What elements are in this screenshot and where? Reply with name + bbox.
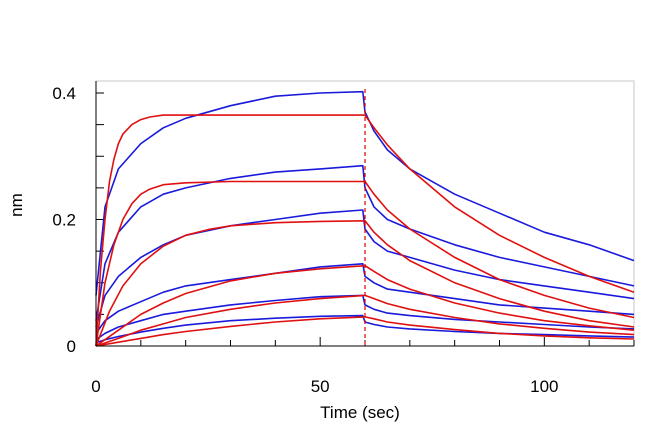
x-tick-label: 0 xyxy=(91,377,100,396)
x-axis-label: Time (sec) xyxy=(320,403,400,422)
y-tick-labels: 0 0.2 0.4 xyxy=(52,84,76,356)
x-tick-label: 100 xyxy=(530,377,558,396)
x-tick-labels: 0 50 100 xyxy=(91,377,558,396)
measured-curve-3 xyxy=(95,263,635,334)
y-tick-label: 0.2 xyxy=(52,211,76,230)
y-tick-label: 0 xyxy=(67,337,76,356)
y-tick-label: 0.4 xyxy=(52,84,76,103)
y-axis-label: nm xyxy=(7,193,26,217)
fit-curve-7 xyxy=(95,180,635,347)
measured-curve-1 xyxy=(95,164,635,321)
measured-curve-0 xyxy=(95,90,635,296)
x-tick-label: 50 xyxy=(311,377,330,396)
fit-curve-6 xyxy=(95,114,635,347)
fit-curve-8 xyxy=(95,220,635,347)
